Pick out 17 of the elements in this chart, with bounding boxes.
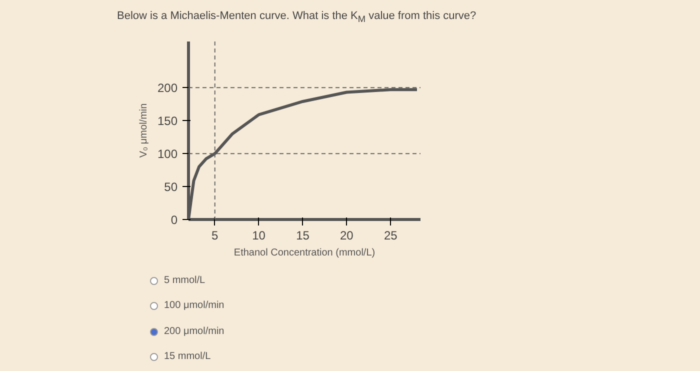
text: 100 μmol/min [164,299,224,314]
x-axis-title: Ethanol Concentration (mmol/L) [234,248,376,258]
y-tick-label: 50 [164,180,178,194]
text: 15 mmol/L [164,350,211,364]
x-tick-label: 20 [340,228,354,242]
y-tick-label: 200 [157,81,178,96]
y-axis-title: V₀ μmol/min [138,103,150,158]
text: 200 μmol/min [164,324,224,339]
x-tick-label: 5 [212,228,219,242]
x-tick-label: 25 [384,228,398,242]
x-tick-label: 15 [296,228,310,242]
y-tick-label: 150 [157,114,178,128]
chart-title: Below is a Michaelis-Menten curve. What is the K$_{M}$ value from this curve? [117,9,476,26]
y-tick-label: 0 [170,213,178,227]
x-tick-label: 10 [252,228,266,242]
y-tick-label: 100 [157,147,178,162]
text: 5 mmol/L [164,274,206,288]
